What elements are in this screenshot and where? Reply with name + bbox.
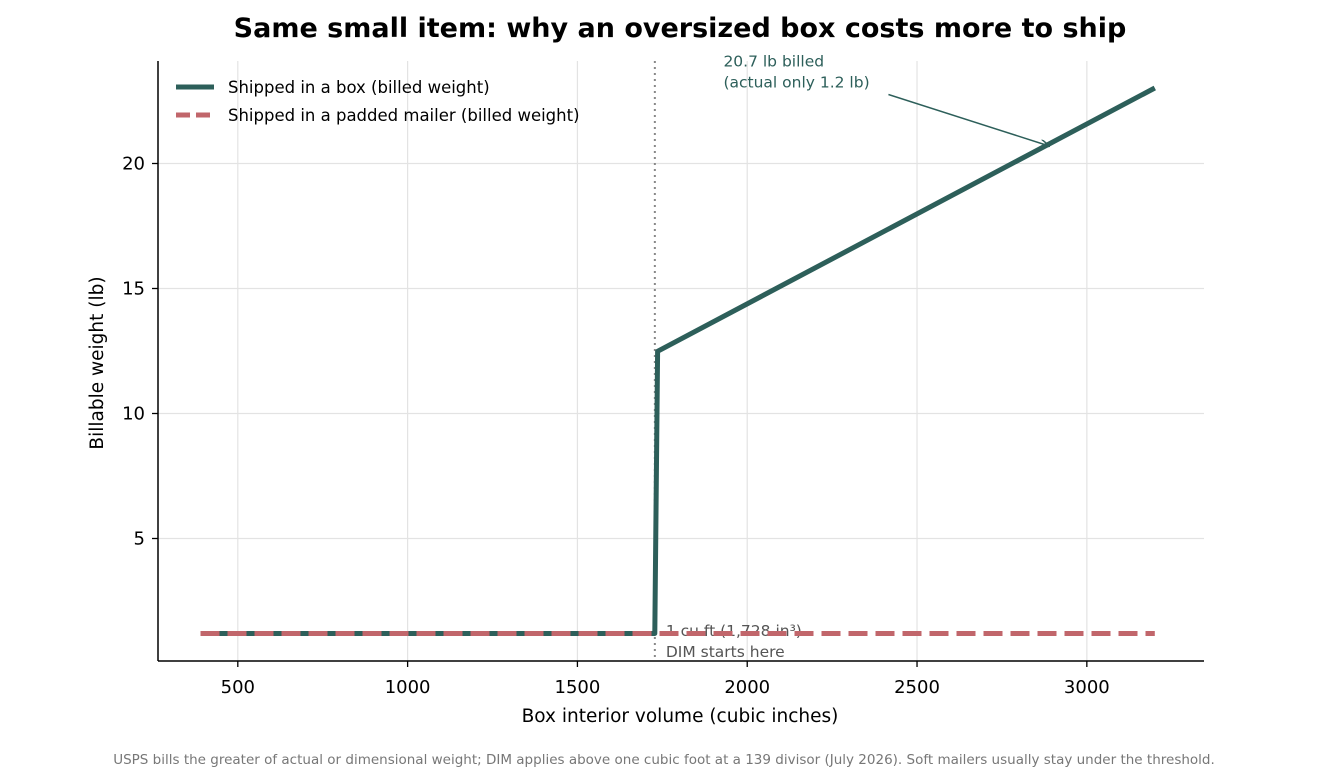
axes bbox=[157, 61, 1204, 662]
chart-title: Same small item: why an oversized box co… bbox=[234, 13, 1127, 44]
threshold-group: 1 cu ft (1,728 in³)DIM starts here bbox=[653, 61, 802, 661]
x-tick-label: 2500 bbox=[894, 677, 940, 698]
legend-label-box: Shipped in a box (billed weight) bbox=[228, 78, 490, 97]
y-tick-label: 15 bbox=[122, 279, 145, 300]
y-axis-label: Billable weight (lb) bbox=[87, 276, 108, 449]
x-tick-label: 2000 bbox=[724, 677, 770, 698]
annotation-arrow bbox=[888, 93, 1049, 147]
ticks: 500 1000 1500 2000 2500 3000 5 10 15 20 bbox=[122, 154, 1110, 699]
series-line-box bbox=[200, 85, 1156, 636]
annotation-group: 20.7 lb billed (actual only 1.2 lb) bbox=[723, 53, 1049, 147]
y-tick-label: 5 bbox=[134, 529, 145, 550]
x-tick-label: 3000 bbox=[1064, 677, 1110, 698]
y-tick-label: 10 bbox=[122, 404, 145, 425]
threshold-label-line2: DIM starts here bbox=[666, 643, 785, 661]
x-axis-label: Box interior volume (cubic inches) bbox=[522, 706, 839, 727]
series-group bbox=[200, 85, 1156, 636]
x-tick-label: 500 bbox=[221, 677, 255, 698]
y-tick-label: 20 bbox=[122, 154, 145, 175]
footnote: USPS bills the greater of actual or dime… bbox=[113, 752, 1215, 768]
grid bbox=[158, 61, 1204, 661]
annotation-line2: (actual only 1.2 lb) bbox=[723, 74, 869, 92]
annotation-line1: 20.7 lb billed bbox=[723, 53, 824, 71]
legend: Shipped in a box (billed weight) Shipped … bbox=[176, 78, 580, 125]
x-tick-label: 1500 bbox=[555, 677, 601, 698]
legend-label-mailer: Shipped in a padded mailer (billed weigh… bbox=[228, 106, 580, 125]
x-tick-label: 1000 bbox=[385, 677, 431, 698]
